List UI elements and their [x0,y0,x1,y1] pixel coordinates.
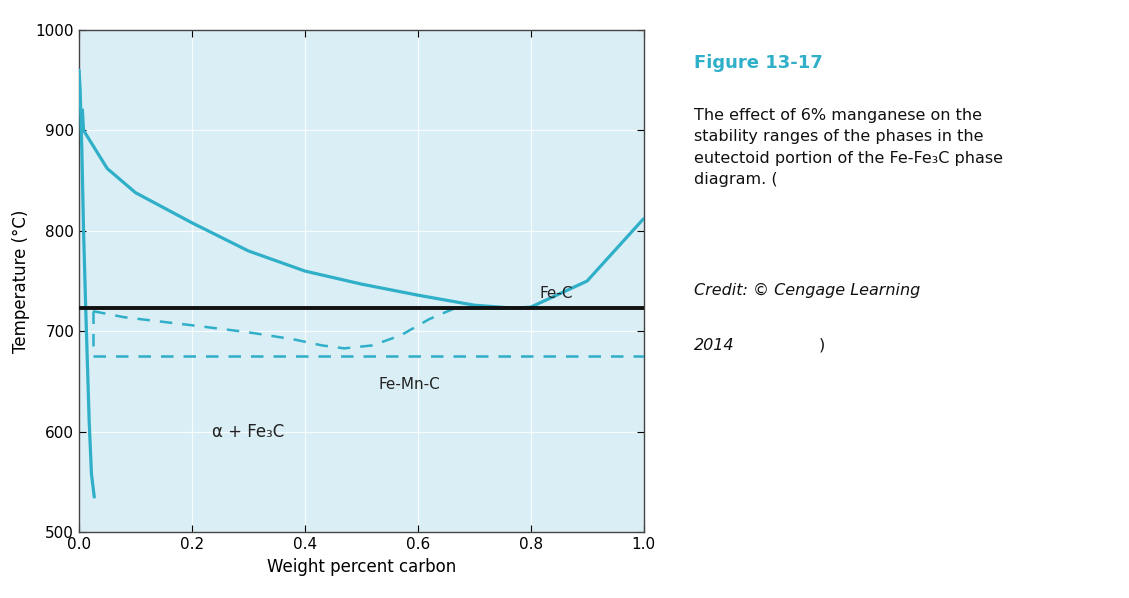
Text: ): ) [819,338,825,353]
Y-axis label: Temperature (°C): Temperature (°C) [12,209,30,353]
Text: α + Fe₃C: α + Fe₃C [212,423,285,441]
Text: Credit: © Cengage Learning: Credit: © Cengage Learning [694,283,920,298]
Text: Figure 13-17: Figure 13-17 [694,54,823,72]
Text: Fe-Mn-C: Fe-Mn-C [378,377,440,392]
Text: 2014: 2014 [694,338,735,353]
X-axis label: Weight percent carbon: Weight percent carbon [266,558,456,576]
Text: Fe-C: Fe-C [540,286,572,301]
Text: The effect of 6% manganese on the
stability ranges of the phases in the
eutectoi: The effect of 6% manganese on the stabil… [694,108,1004,187]
